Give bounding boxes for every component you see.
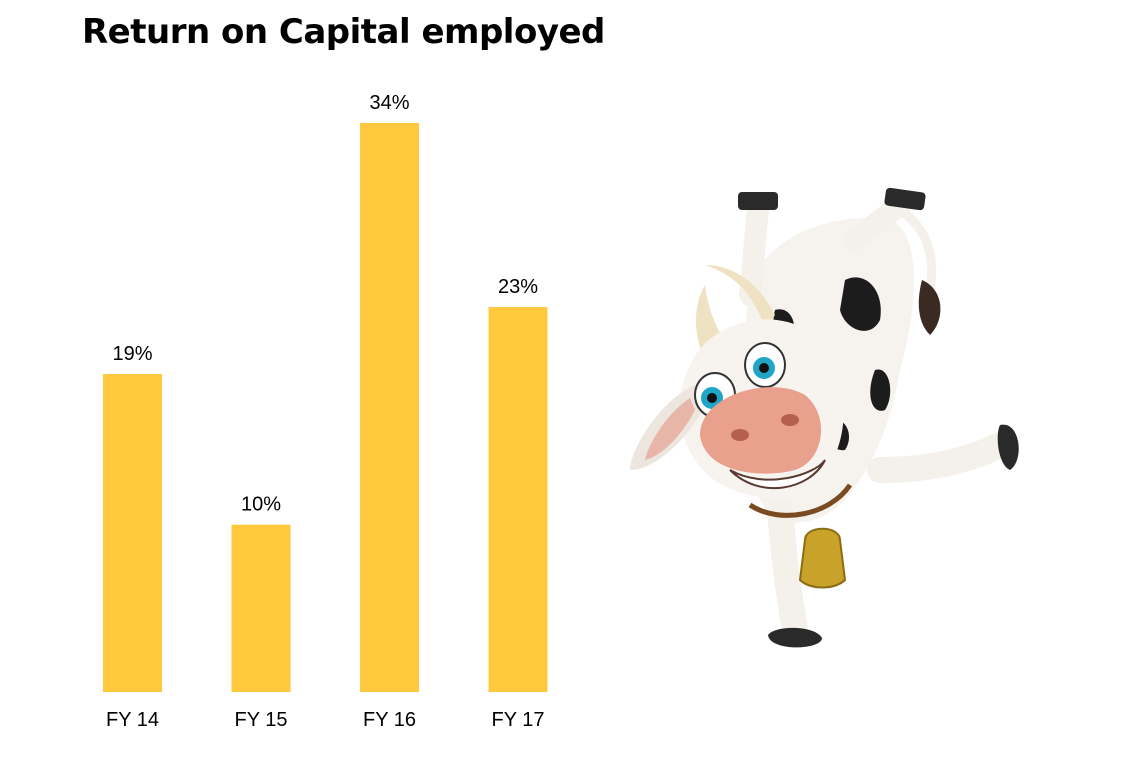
bar-fy-15 xyxy=(231,524,291,692)
bars-layer xyxy=(103,123,548,692)
data-label: 19% xyxy=(112,343,152,365)
x-tick-label: FY 15 xyxy=(235,709,288,731)
chart-title: Return on Capital employed xyxy=(82,12,605,52)
data-label: 23% xyxy=(498,276,538,298)
x-axis-ticks-layer: FY 14 FY 15 FY 16 FY 17 xyxy=(106,709,545,731)
bar-fy-14 xyxy=(103,374,162,692)
x-tick-label: FY 17 xyxy=(492,709,545,731)
x-tick-label: FY 16 xyxy=(363,709,416,731)
bar-fy-17 xyxy=(488,307,548,692)
x-tick-label: FY 14 xyxy=(106,709,159,731)
bar-chart: 19% 10% 34% 23% FY 14 FY 15 FY 16 FY 17 xyxy=(103,92,548,731)
cartoon-cow-icon xyxy=(630,187,1019,648)
data-labels-layer: 19% 10% 34% 23% xyxy=(112,92,538,516)
bar-fy-16 xyxy=(360,123,419,692)
data-label: 34% xyxy=(369,92,409,114)
data-label: 10% xyxy=(241,494,281,516)
